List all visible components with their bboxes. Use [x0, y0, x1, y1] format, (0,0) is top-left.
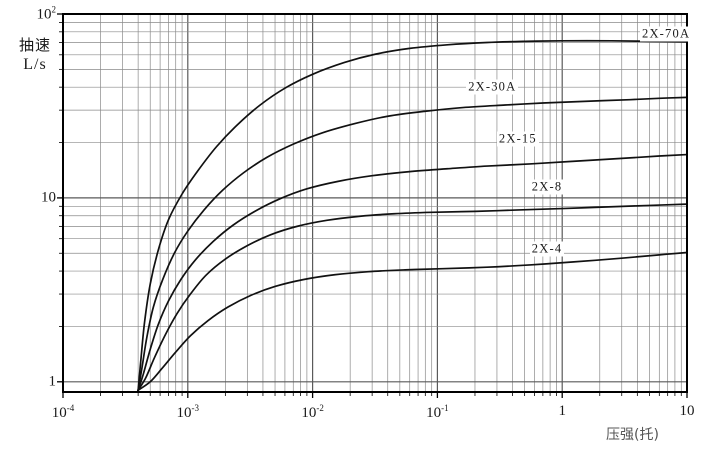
y-tick-label: 102: [36, 4, 57, 23]
x-axis-title: 压强(托): [606, 427, 659, 443]
series-curve-2x-70a: [137, 39, 687, 392]
y-axis-title-line2: L/s: [23, 55, 47, 73]
x-tick-label: 10-2: [301, 403, 324, 421]
y-tick-label: 10: [41, 189, 56, 206]
x-tick-label: 1: [558, 403, 566, 419]
series-curve-2x-30a: [137, 96, 687, 392]
x-tick-label: 10-3: [176, 403, 200, 421]
series-label-2x-8: 2X-8: [529, 179, 565, 195]
y-axis-title: 抽速 L/s: [4, 36, 66, 75]
series-curve-2x-4: [137, 251, 687, 392]
y-tick-label: 1: [48, 373, 57, 390]
y-axis-title-line1: 抽速: [18, 36, 51, 54]
x-tick-label: 10-1: [426, 403, 449, 421]
x-tick-label: 10-4: [51, 403, 75, 421]
series-label-2x-70a: 2X-70A: [640, 26, 693, 42]
series-label-2x-30a: 2X-30A: [466, 79, 519, 95]
series-label-2x-15: 2X-15: [496, 131, 539, 147]
series-label-2x-4: 2X-4: [529, 241, 565, 257]
series-curve-2x-15: [137, 153, 687, 392]
x-tick-label: 10: [679, 403, 695, 419]
series-curve-2x-8: [137, 203, 687, 392]
